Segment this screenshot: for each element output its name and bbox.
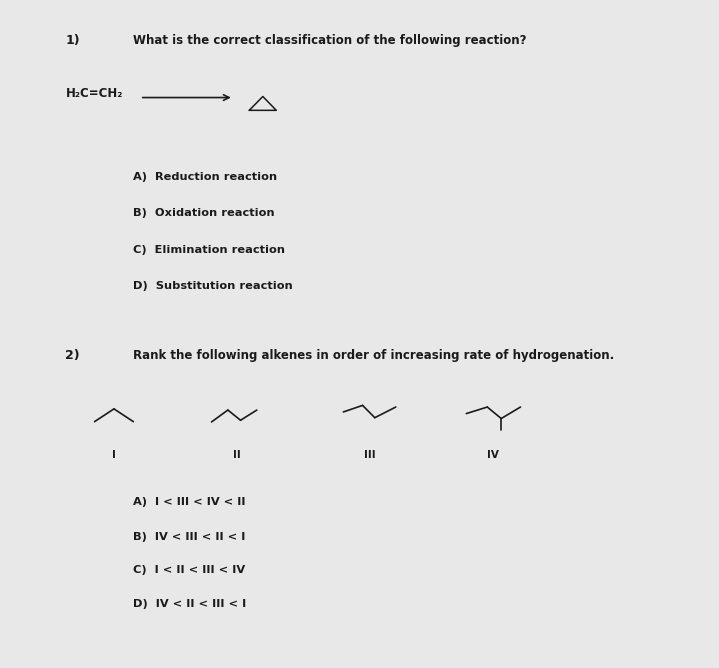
Text: C)  Elimination reaction: C) Elimination reaction — [134, 245, 285, 255]
Text: 1): 1) — [65, 33, 80, 47]
Text: A)  Reduction reaction: A) Reduction reaction — [134, 172, 278, 182]
Text: C)  I < II < III < IV: C) I < II < III < IV — [134, 565, 245, 575]
Text: Rank the following alkenes in order of increasing rate of hydrogenation.: Rank the following alkenes in order of i… — [134, 349, 615, 362]
Text: D)  IV < II < III < I: D) IV < II < III < I — [134, 599, 247, 609]
Text: B)  IV < III < II < I: B) IV < III < II < I — [134, 532, 246, 542]
Text: H₂C=CH₂: H₂C=CH₂ — [65, 87, 123, 100]
Text: What is the correct classification of the following reaction?: What is the correct classification of th… — [134, 33, 527, 47]
Text: A)  I < III < IV < II: A) I < III < IV < II — [134, 497, 246, 507]
Text: III: III — [364, 450, 375, 460]
Text: IV: IV — [487, 450, 498, 460]
Text: D)  Substitution reaction: D) Substitution reaction — [134, 281, 293, 291]
Text: I: I — [112, 450, 116, 460]
Text: 2): 2) — [65, 349, 80, 362]
Text: B)  Oxidation reaction: B) Oxidation reaction — [134, 208, 275, 218]
Text: II: II — [233, 450, 241, 460]
